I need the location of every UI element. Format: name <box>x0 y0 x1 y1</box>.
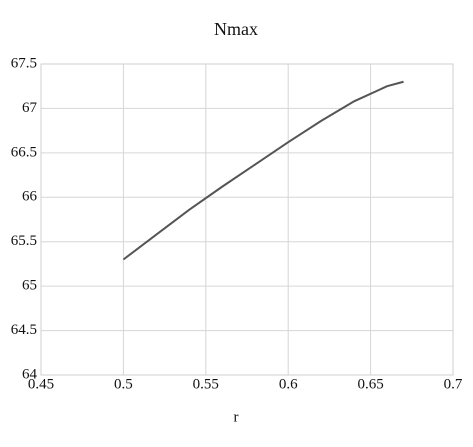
y-tick-label: 64 <box>22 366 38 382</box>
x-axis-label: r <box>234 409 239 425</box>
x-tick-label: 0.65 <box>357 376 383 392</box>
x-tick-label: 0.6 <box>279 376 298 392</box>
x-tick-label: 0.7 <box>444 376 463 392</box>
y-tick-label: 65 <box>22 278 37 294</box>
x-tick-label: 0.45 <box>28 376 54 392</box>
y-tick-label: 66 <box>22 189 38 205</box>
y-tick-label: 67.5 <box>11 55 37 71</box>
y-tick-label: 65.5 <box>11 233 37 249</box>
y-tick-label: 64.5 <box>11 322 37 338</box>
plot-frame <box>40 63 454 376</box>
data-line <box>122 80 404 261</box>
y-tick-label: 66.5 <box>11 144 37 160</box>
x-tick-label: 0.55 <box>193 376 219 392</box>
chart-title: Nmax <box>214 19 258 39</box>
x-tick-label: 0.5 <box>114 376 133 392</box>
y-tick-label: 67 <box>22 100 38 116</box>
